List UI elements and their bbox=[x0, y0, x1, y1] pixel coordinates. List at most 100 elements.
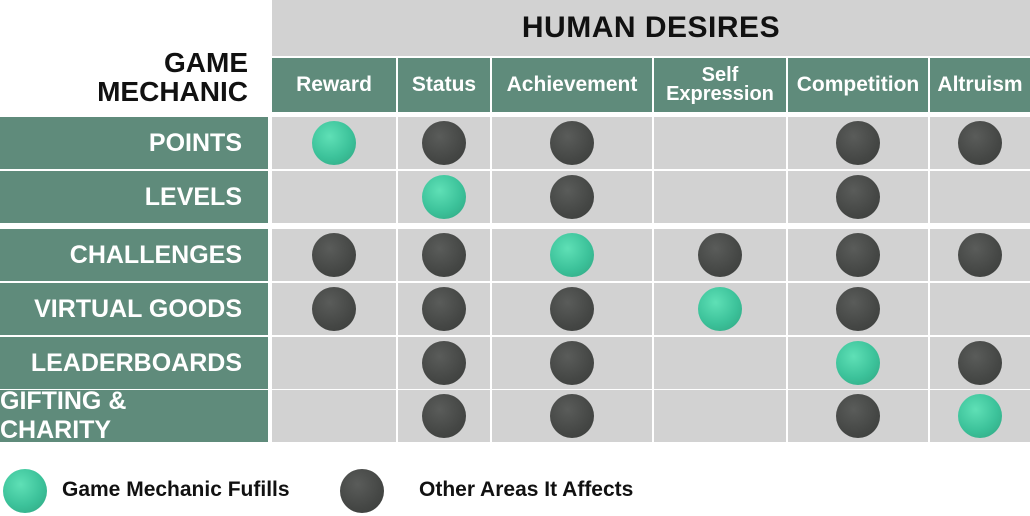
fulfills-dot bbox=[958, 394, 1002, 438]
matrix-cell bbox=[654, 390, 786, 442]
matrix-cell bbox=[930, 229, 1030, 281]
affects-dot bbox=[422, 121, 466, 165]
matrix-cell bbox=[272, 283, 396, 335]
game-mechanic-heading: GAME MECHANIC bbox=[97, 48, 248, 106]
affects-dot bbox=[422, 287, 466, 331]
column-header: Altruism bbox=[930, 58, 1030, 112]
row-header-label: LEVELS bbox=[144, 182, 242, 211]
affects-dot bbox=[836, 394, 880, 438]
affects-dot bbox=[550, 121, 594, 165]
column-header-text: Reward bbox=[296, 73, 372, 96]
fulfills-dot bbox=[698, 287, 742, 331]
matrix-cell bbox=[492, 390, 652, 442]
matrix-cell bbox=[398, 337, 490, 389]
column-header-text: Status bbox=[411, 73, 477, 96]
row-header-label: VIRTUAL GOODS bbox=[34, 294, 242, 323]
fulfills-dot bbox=[312, 121, 356, 165]
column-header-line: Expression bbox=[666, 83, 774, 105]
column-header-line: Self bbox=[701, 64, 739, 86]
matrix-cell bbox=[272, 117, 396, 169]
legend-fulfills-label: Game Mechanic Fufills bbox=[62, 478, 290, 501]
matrix-cell bbox=[788, 171, 928, 223]
matrix-cell bbox=[930, 171, 1030, 223]
legend-fulfills-dot bbox=[3, 469, 47, 513]
matrix-cell bbox=[492, 337, 652, 389]
matrix-cell bbox=[654, 117, 786, 169]
column-header-line: Achievement bbox=[506, 73, 638, 96]
column-header: Self Expression bbox=[654, 58, 786, 112]
row-header-label: POINTS bbox=[148, 128, 242, 157]
column-header-text: Self Expression bbox=[666, 64, 774, 105]
matrix-cell bbox=[930, 337, 1030, 389]
matrix-cell bbox=[272, 171, 396, 223]
row-header: LEADERBOARDS bbox=[0, 337, 268, 389]
row-header: VIRTUAL GOODS bbox=[0, 283, 268, 335]
matrix-cell bbox=[788, 390, 928, 442]
column-header-text: Altruism bbox=[937, 73, 1023, 96]
affects-dot bbox=[550, 175, 594, 219]
affects-dot bbox=[550, 341, 594, 385]
row-header: CHALLENGES bbox=[0, 229, 268, 281]
column-header: Reward bbox=[272, 58, 396, 112]
matrix-cell bbox=[654, 229, 786, 281]
affects-dot bbox=[312, 233, 356, 277]
column-header-text: Competition bbox=[796, 73, 920, 96]
matrix-cell bbox=[788, 229, 928, 281]
row-header-label: LEADERBOARDS bbox=[30, 348, 242, 377]
matrix-cell bbox=[930, 117, 1030, 169]
matrix-cell bbox=[398, 283, 490, 335]
column-header-line: Competition bbox=[796, 73, 920, 96]
game-mechanic-heading-line-1: GAME bbox=[164, 47, 248, 78]
affects-dot bbox=[958, 341, 1002, 385]
matrix-cell bbox=[788, 283, 928, 335]
affects-dot bbox=[698, 233, 742, 277]
matrix-cell bbox=[272, 390, 396, 442]
row-header-label: GIFTING & CHARITY bbox=[0, 387, 127, 444]
column-header-line: Status bbox=[411, 73, 477, 96]
matrix-cell bbox=[930, 283, 1030, 335]
matrix-cell bbox=[930, 390, 1030, 442]
matrix-cell bbox=[788, 337, 928, 389]
column-header-text: Achievement bbox=[506, 73, 638, 96]
column-header: Achievement bbox=[492, 58, 652, 112]
affects-dot bbox=[836, 175, 880, 219]
fulfills-dot bbox=[550, 233, 594, 277]
matrix-cell bbox=[492, 171, 652, 223]
legend-affects-label: Other Areas It Affects bbox=[419, 478, 634, 501]
affects-dot bbox=[958, 121, 1002, 165]
matrix-cell bbox=[492, 283, 652, 335]
matrix-cell bbox=[788, 117, 928, 169]
column-header-line: Altruism bbox=[937, 73, 1023, 96]
column-header-line: Reward bbox=[296, 73, 372, 96]
matrix-cell bbox=[398, 171, 490, 223]
affects-dot bbox=[836, 121, 880, 165]
fulfills-dot bbox=[836, 341, 880, 385]
game-mechanic-heading-line-2: MECHANIC bbox=[97, 76, 248, 107]
matrix-cell bbox=[654, 171, 786, 223]
human-desires-header: HUMAN DESIRES bbox=[272, 0, 1030, 56]
affects-dot bbox=[312, 287, 356, 331]
matrix-cell bbox=[398, 390, 490, 442]
matrix-cell bbox=[654, 283, 786, 335]
matrix-cell bbox=[492, 117, 652, 169]
row-header-label: CHALLENGES bbox=[69, 240, 242, 269]
column-header: Competition bbox=[788, 58, 928, 112]
matrix-cell bbox=[398, 117, 490, 169]
affects-dot bbox=[550, 287, 594, 331]
matrix-cell bbox=[492, 229, 652, 281]
matrix-cell bbox=[272, 337, 396, 389]
affects-dot bbox=[422, 341, 466, 385]
row-header: POINTS bbox=[0, 117, 268, 169]
matrix-cell bbox=[272, 229, 396, 281]
row-header: GIFTING & CHARITY bbox=[0, 387, 268, 444]
affects-dot bbox=[836, 233, 880, 277]
human-desires-title: HUMAN DESIRES bbox=[521, 11, 781, 44]
row-header: LEVELS bbox=[0, 171, 268, 223]
matrix-cell bbox=[654, 337, 786, 389]
affects-dot bbox=[550, 394, 594, 438]
legend-affects-dot bbox=[340, 469, 384, 513]
fulfills-dot bbox=[422, 175, 466, 219]
affects-dot bbox=[958, 233, 1002, 277]
matrix-cell bbox=[398, 229, 490, 281]
